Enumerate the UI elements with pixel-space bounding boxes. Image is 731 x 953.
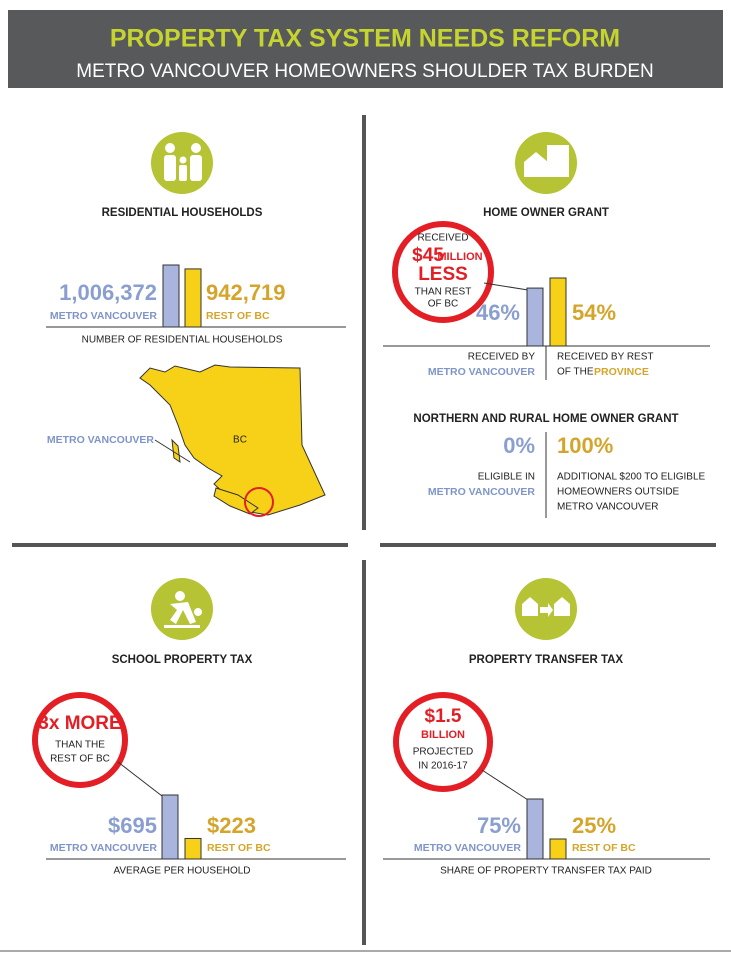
callout-circles — [32, 221, 494, 792]
heading: PROPERTY TRANSFER TAX — [469, 654, 624, 666]
subtitle: METRO VANCOUVER HOMEOWNERS SHOULDER TAX … — [76, 61, 653, 82]
callout-text: $45 — [412, 245, 444, 266]
heading: RESIDENTIAL HOUSEHOLDS — [102, 207, 263, 219]
note: ELIGIBLE IN — [478, 472, 535, 483]
bar — [549, 277, 567, 347]
bar — [184, 268, 202, 328]
note: RECEIVED BY — [468, 352, 536, 363]
callout-text: MILLION — [437, 251, 482, 263]
series-label: REST OF BC — [206, 310, 270, 322]
caption: NUMBER OF RESIDENTIAL HOUSEHOLDS — [82, 335, 283, 346]
bar — [549, 838, 567, 860]
note: METRO VANCOUVER — [557, 502, 659, 513]
note: RECEIVED BY REST — [557, 352, 654, 363]
caption: SHARE OF PROPERTY TRANSFER TAX PAID — [440, 866, 652, 877]
callout-text: PROJECTED — [413, 747, 474, 758]
value-label: 46% — [476, 300, 520, 325]
map-label: METRO VANCOUVER — [47, 434, 155, 446]
callout-text: OF BC — [428, 299, 459, 310]
value-label: 75% — [477, 813, 521, 838]
header-band — [8, 10, 723, 88]
bar — [526, 798, 544, 860]
note: HOMEOWNERS OUTSIDE — [557, 487, 680, 498]
map-label: BC — [233, 435, 247, 446]
series-label: REST OF BC — [572, 842, 636, 854]
series-label: REST OF BC — [207, 842, 271, 854]
value-label: 0% — [503, 433, 535, 458]
heading: SCHOOL PROPERTY TAX — [112, 654, 253, 666]
note: METRO VANCOUVER — [428, 366, 536, 378]
series-label: METRO VANCOUVER — [50, 842, 158, 854]
heading: NORTHERN AND RURAL HOME OWNER GRANT — [413, 413, 678, 425]
houses-icon — [522, 597, 570, 617]
callout-text: REST OF BC — [50, 754, 110, 765]
value-label: 100% — [557, 433, 613, 458]
value-label: 942,719 — [206, 280, 286, 305]
callout-text: RECEIVED — [417, 233, 468, 244]
buildings-icon — [524, 145, 569, 177]
bar — [184, 837, 202, 860]
note: OF THE — [557, 367, 594, 378]
callout-text: THAN THE — [55, 740, 105, 751]
family-icon — [164, 143, 202, 181]
title: PROPERTY TAX SYSTEM NEEDS REFORM — [110, 25, 620, 53]
value-label: 54% — [572, 300, 616, 325]
bar — [161, 794, 179, 860]
heading: HOME OWNER GRANT — [483, 207, 609, 219]
callout-text: 3x MORE — [38, 713, 121, 734]
dividers — [12, 115, 716, 945]
value-label: $695 — [108, 813, 157, 838]
value-label: 25% — [572, 813, 616, 838]
note: METRO VANCOUVER — [428, 486, 536, 498]
callout-text: LESS — [418, 264, 468, 285]
caption: AVERAGE PER HOUSEHOLD — [113, 866, 250, 877]
series-label: METRO VANCOUVER — [50, 310, 158, 322]
callout-text: IN 2016-17 — [418, 761, 468, 772]
value-label: $223 — [207, 813, 256, 838]
callout-text: $1.5 — [425, 706, 462, 727]
bar — [526, 287, 544, 347]
callout-text: BILLION — [421, 729, 465, 741]
bowler-icon — [164, 591, 202, 628]
note: ADDITIONAL $200 TO ELIGIBLE — [557, 472, 706, 483]
callout-text: THAN REST — [415, 287, 472, 298]
baselines — [46, 326, 710, 860]
value-label: 1,006,372 — [59, 280, 157, 305]
bc-map — [139, 364, 326, 517]
bar — [162, 264, 180, 328]
callout-connectors — [117, 282, 529, 801]
note: PROVINCE — [594, 366, 649, 378]
series-label: METRO VANCOUVER — [414, 842, 522, 854]
